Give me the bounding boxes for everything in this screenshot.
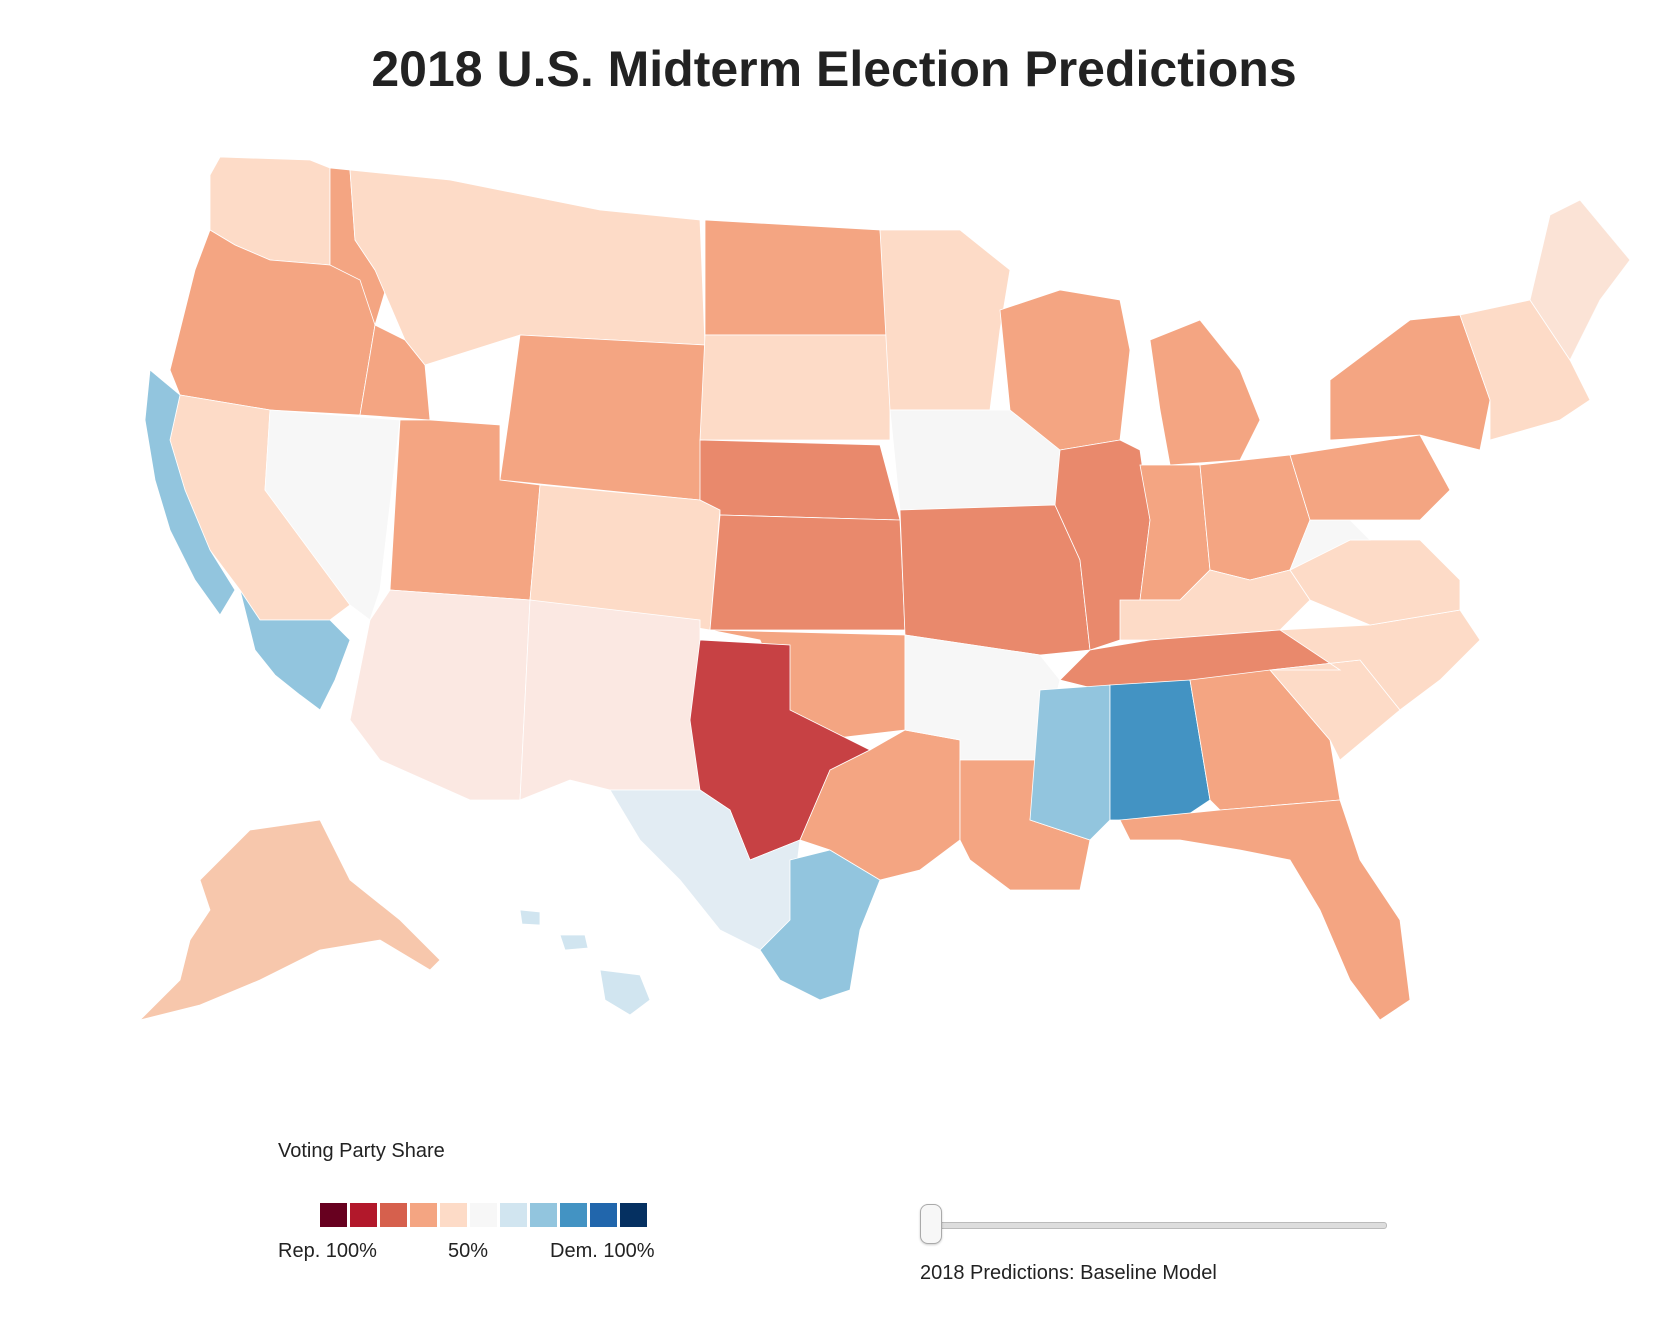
region-california-south	[239, 589, 351, 711]
region-hawaii	[519, 909, 651, 1016]
legend-swatch	[320, 1203, 347, 1227]
region-pennsylvania	[1289, 434, 1451, 521]
region-michigan	[1149, 319, 1261, 466]
legend-swatch	[470, 1203, 497, 1227]
us-district-map	[0, 120, 1668, 1120]
region-nebraska	[699, 439, 901, 521]
legend-title: Voting Party Share	[278, 1140, 445, 1162]
region-mississippi	[1029, 684, 1111, 841]
region-west-virginia	[1289, 519, 1371, 571]
slider-track[interactable]	[930, 1222, 1387, 1229]
legend: Voting Party Share Rep. 100% 50% Dem. 10…	[278, 1140, 698, 1290]
region-missouri	[899, 504, 1091, 656]
slider-label: 2018 Predictions: Baseline Model	[920, 1262, 1217, 1284]
region-alaska	[138, 819, 441, 1021]
region-minnesota	[879, 229, 1011, 411]
legend-swatch	[350, 1203, 377, 1227]
legend-tick-mid: 50%	[448, 1240, 489, 1262]
legend-swatch	[590, 1203, 617, 1227]
legend-tick-rep: Rep. 100%	[278, 1240, 377, 1262]
region-wyoming	[499, 334, 706, 501]
page-title: 2018 U.S. Midterm Election Predictions	[371, 41, 1297, 97]
map-svg	[138, 156, 1631, 1021]
legend-swatch	[620, 1203, 647, 1227]
region-california-coast	[144, 369, 236, 616]
region-north-dakota	[704, 219, 891, 336]
region-arizona	[349, 589, 531, 801]
region-kansas	[709, 514, 906, 631]
region-new-york	[1329, 314, 1491, 451]
region-south-dakota	[699, 334, 891, 441]
region-new-mexico	[519, 599, 701, 801]
legend-swatch	[560, 1203, 587, 1227]
region-wisconsin	[999, 289, 1131, 451]
region-indiana	[1139, 464, 1211, 601]
legend-swatch	[440, 1203, 467, 1227]
legend-tick-dem: Dem. 100%	[550, 1240, 655, 1262]
region-maine	[1529, 199, 1631, 361]
legend-color-scale	[320, 1203, 647, 1227]
legend-swatch	[380, 1203, 407, 1227]
legend-swatch	[410, 1203, 437, 1227]
legend-swatch	[530, 1203, 557, 1227]
slider-handle[interactable]	[920, 1204, 942, 1244]
legend-swatch	[500, 1203, 527, 1227]
region-florida	[1119, 799, 1411, 1021]
model-slider[interactable]	[920, 1200, 1390, 1250]
